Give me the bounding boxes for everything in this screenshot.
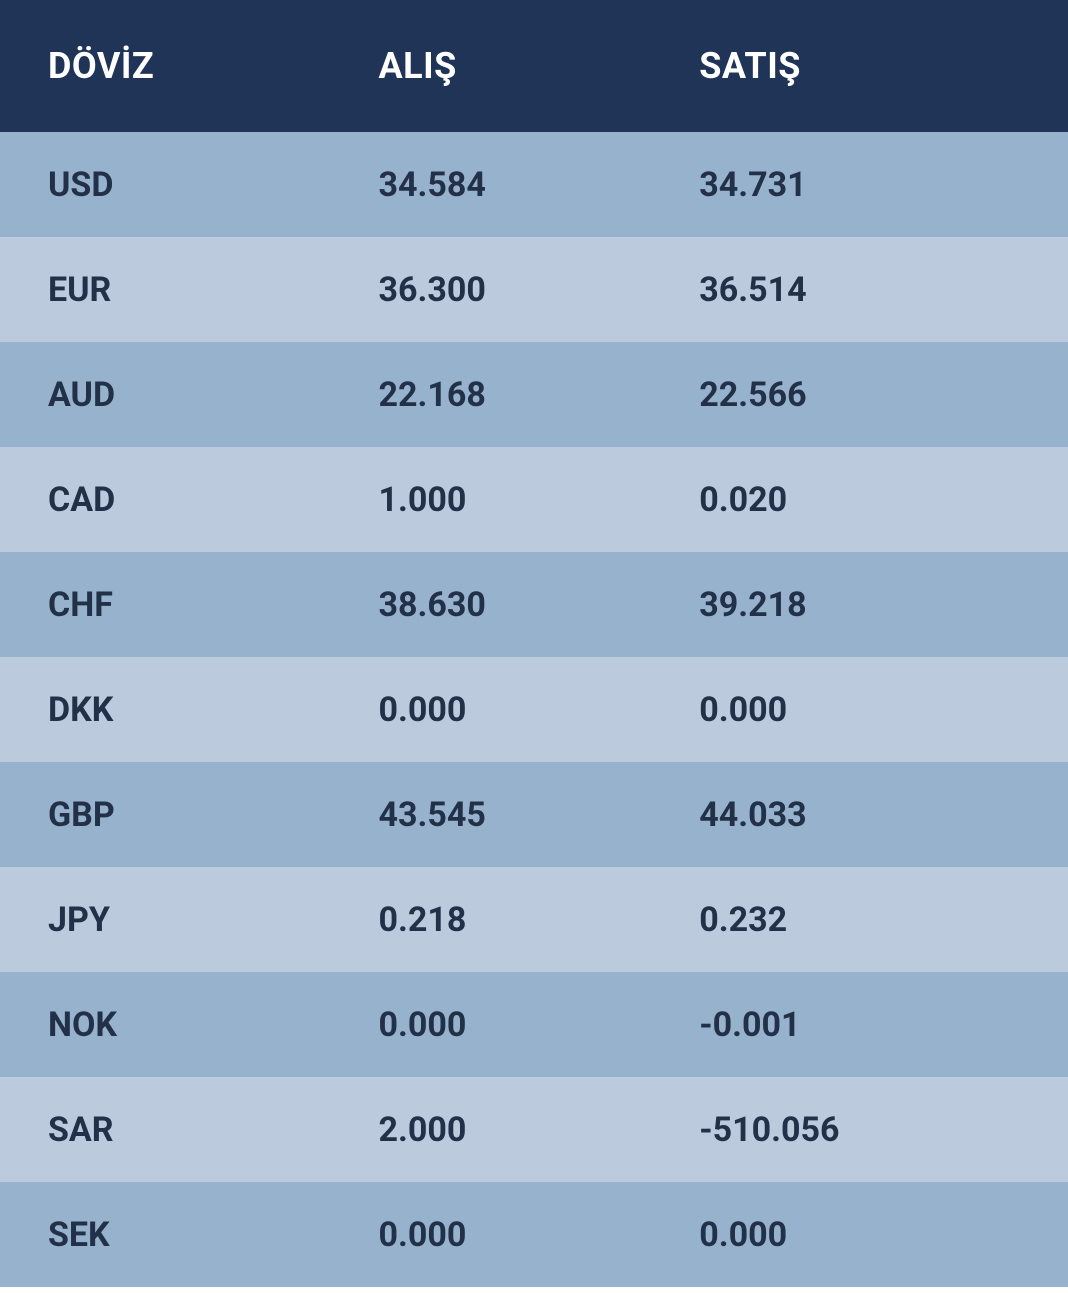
cell-sell: 0.000	[699, 690, 1020, 730]
table-row: JPY0.2180.232	[0, 867, 1068, 972]
cell-currency: SAR	[48, 1110, 378, 1150]
cell-currency: CAD	[48, 480, 378, 520]
cell-currency: NOK	[48, 1005, 378, 1045]
cell-buy: 0.000	[378, 1005, 699, 1045]
cell-sell: 0.232	[699, 900, 1020, 940]
cell-sell: 34.731	[699, 165, 1020, 205]
cell-sell: 36.514	[699, 270, 1020, 310]
cell-currency: SEK	[48, 1215, 378, 1255]
table-row: USD34.58434.731	[0, 132, 1068, 237]
table-row: AUD22.16822.566	[0, 342, 1068, 447]
cell-sell: 39.218	[699, 585, 1020, 625]
cell-sell: 44.033	[699, 795, 1020, 835]
cell-buy: 36.300	[378, 270, 699, 310]
header-currency: DÖVİZ	[48, 45, 378, 87]
header-buy: ALIŞ	[378, 45, 699, 87]
cell-buy: 0.000	[378, 690, 699, 730]
cell-sell: 22.566	[699, 375, 1020, 415]
cell-sell: -0.001	[699, 1005, 1020, 1045]
cell-buy: 2.000	[378, 1110, 699, 1150]
cell-buy: 22.168	[378, 375, 699, 415]
cell-currency: EUR	[48, 270, 378, 310]
header-sell: SATIŞ	[699, 45, 1020, 87]
cell-currency: CHF	[48, 585, 378, 625]
cell-sell: 0.000	[699, 1215, 1020, 1255]
table-row: SEK0.0000.000	[0, 1182, 1068, 1287]
cell-currency: USD	[48, 165, 378, 205]
cell-currency: AUD	[48, 375, 378, 415]
table-row: CHF38.63039.218	[0, 552, 1068, 657]
cell-sell: 0.020	[699, 480, 1020, 520]
table-row: EUR36.30036.514	[0, 237, 1068, 342]
cell-buy: 0.218	[378, 900, 699, 940]
cell-currency: DKK	[48, 690, 378, 730]
table-header-row: DÖVİZ ALIŞ SATIŞ	[0, 0, 1068, 132]
table-row: GBP43.54544.033	[0, 762, 1068, 867]
cell-currency: GBP	[48, 795, 378, 835]
cell-sell: -510.056	[699, 1110, 1020, 1150]
table-row: NOK0.000-0.001	[0, 972, 1068, 1077]
currency-table: DÖVİZ ALIŞ SATIŞ USD34.58434.731EUR36.30…	[0, 0, 1068, 1287]
table-body: USD34.58434.731EUR36.30036.514AUD22.1682…	[0, 132, 1068, 1287]
table-row: SAR2.000-510.056	[0, 1077, 1068, 1182]
cell-buy: 0.000	[378, 1215, 699, 1255]
table-row: DKK0.0000.000	[0, 657, 1068, 762]
cell-buy: 1.000	[378, 480, 699, 520]
cell-currency: JPY	[48, 900, 378, 940]
cell-buy: 38.630	[378, 585, 699, 625]
cell-buy: 43.545	[378, 795, 699, 835]
cell-buy: 34.584	[378, 165, 699, 205]
table-row: CAD1.0000.020	[0, 447, 1068, 552]
